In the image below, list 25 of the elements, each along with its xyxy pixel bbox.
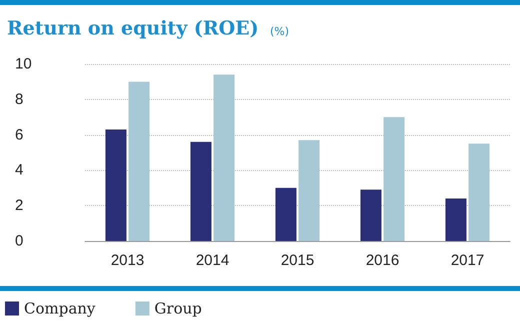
bar [445,198,466,241]
bar [360,190,382,241]
legend-label: Company [24,300,96,318]
bar [214,74,235,241]
y-tick-label: 2 [15,197,24,214]
x-tick-label: 2014 [196,252,230,269]
x-tick-label: 2016 [366,252,400,269]
x-tick-label: 2017 [450,252,484,269]
x-tick-label: 2015 [280,252,314,269]
bar [384,117,405,241]
y-tick-label: 8 [15,90,24,108]
y-tick-label: 6 [15,126,24,144]
bar [190,142,212,241]
y-tick-label: 4 [15,162,24,179]
x-tick-label: 2013 [110,252,144,269]
bar [128,82,150,241]
y-axis-title: (%) [270,25,290,38]
legend-label: Group [154,300,202,318]
bar [105,129,126,241]
y-tick-label: 10 [15,56,32,72]
bar [468,144,490,241]
y-tick-label: 0 [15,232,24,250]
bar [275,188,296,241]
bar [298,140,320,241]
chart-title: Return on equity (ROE) [7,18,259,40]
